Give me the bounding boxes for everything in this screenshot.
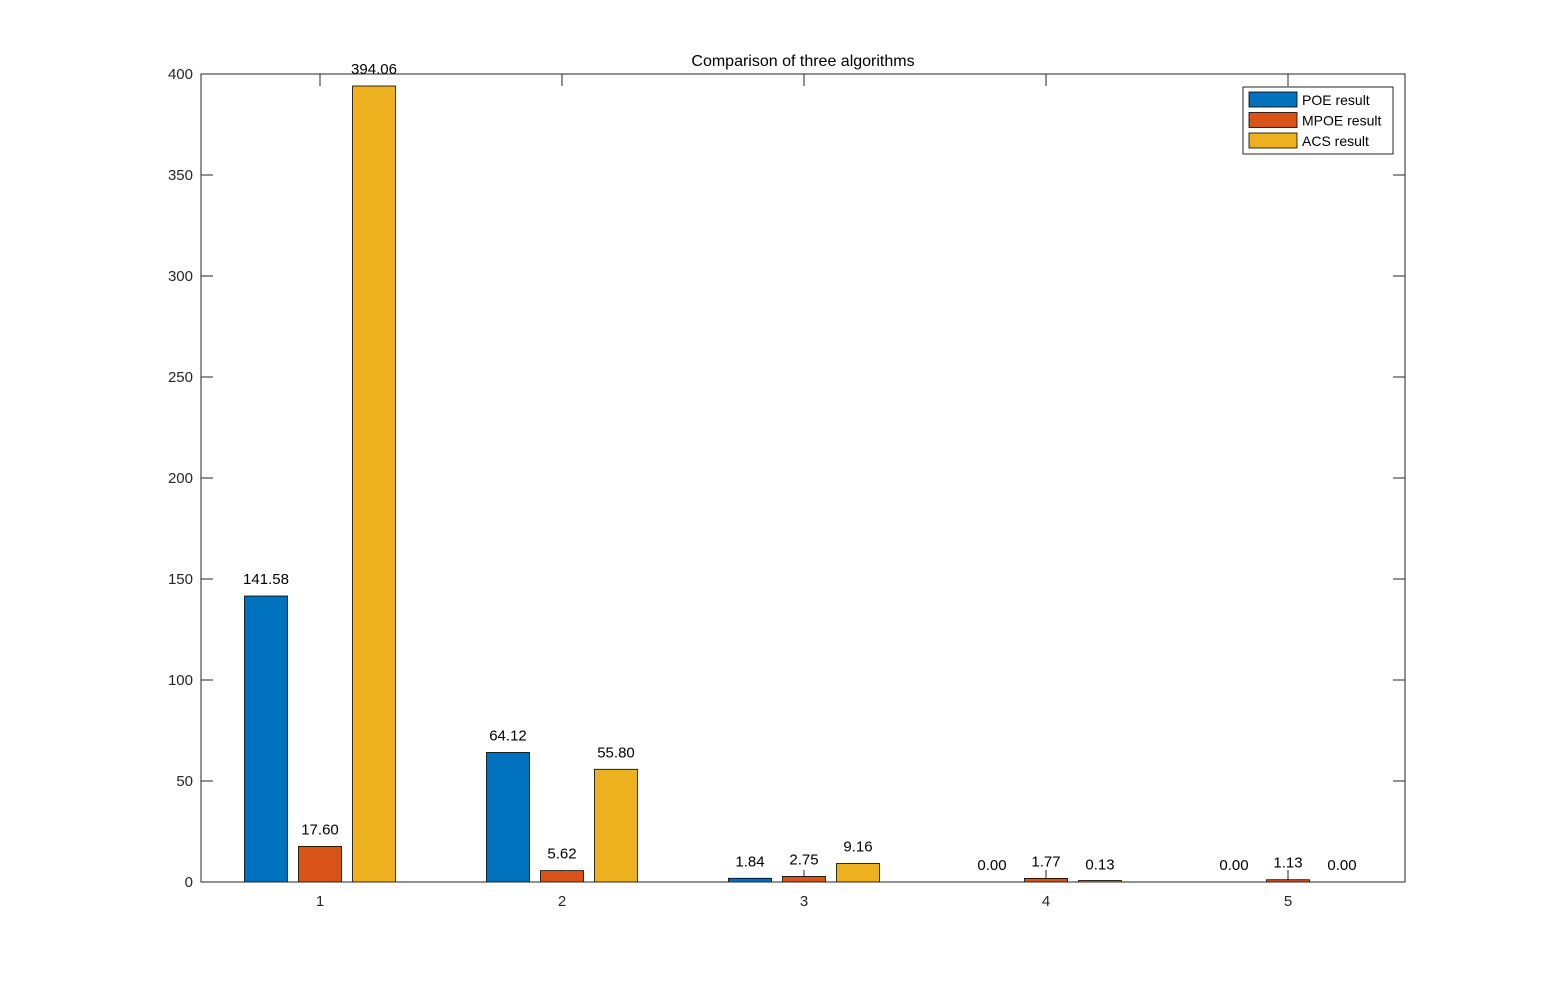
y-tick-label: 350 <box>168 167 193 184</box>
legend-swatch <box>1248 91 1298 108</box>
y-tick-label: 50 <box>176 773 193 790</box>
bar-acs-result-1 <box>352 85 396 883</box>
data-label: 0.00 <box>1219 857 1248 874</box>
plot-area <box>201 74 1405 882</box>
x-tick-label: 1 <box>316 893 324 910</box>
y-tick-label: 100 <box>168 672 193 689</box>
data-label: 1.84 <box>735 853 764 870</box>
bar-mpoe-result-3 <box>782 876 826 883</box>
bar-mpoe-result-2 <box>540 870 584 883</box>
y-tick-label: 300 <box>168 268 193 285</box>
bar-poe-result-2 <box>486 752 530 883</box>
data-label: 0.00 <box>977 857 1006 874</box>
data-label: 1.13 <box>1273 855 1302 872</box>
data-label: 0.00 <box>1327 857 1356 874</box>
y-tick-label: 250 <box>168 369 193 386</box>
bar-poe-result-1 <box>244 595 288 883</box>
data-label: 0.13 <box>1085 857 1114 874</box>
bars <box>244 85 1310 883</box>
legend-label: POE result <box>1302 92 1370 108</box>
chart-title: Comparison of three algorithms <box>691 53 914 70</box>
x-tick-label: 5 <box>1284 893 1292 910</box>
data-label: 141.58 <box>243 571 289 588</box>
data-label: 1.77 <box>1031 853 1060 870</box>
bar-acs-result-2 <box>594 768 638 883</box>
bar-poe-result-3 <box>728 877 772 883</box>
data-label: 17.60 <box>301 821 339 838</box>
legend-swatch <box>1248 112 1298 128</box>
bar-acs-result-3 <box>836 863 880 883</box>
data-label: 5.62 <box>547 846 576 863</box>
data-label: 55.80 <box>597 744 635 761</box>
x-tick-label: 4 <box>1042 893 1050 910</box>
data-label: 2.75 <box>789 851 818 868</box>
y-tick-label: 200 <box>168 470 193 487</box>
y-tick-label: 400 <box>168 66 193 83</box>
x-tick-label: 2 <box>558 893 566 910</box>
y-tick-label: 0 <box>185 874 193 891</box>
legend: POE result MPOE result ACS result <box>1242 86 1394 155</box>
legend-label: MPOE result <box>1302 113 1381 129</box>
plot-frame <box>200 73 1406 883</box>
bar-mpoe-result-4 <box>1024 878 1068 883</box>
y-tick-label: 150 <box>168 571 193 588</box>
legend-label: ACS result <box>1302 133 1369 149</box>
axis-ticks: 0 50 100 150 200 250 300 350 400 1 2 3 4 5 <box>168 66 1405 910</box>
x-tick-label: 3 <box>800 893 808 910</box>
data-label: 64.12 <box>489 727 527 744</box>
data-labels: 141.58 64.12 1.84 0.00 0.00 17.60 5.62 2.75 1.77… <box>243 61 1357 874</box>
data-label: 9.16 <box>843 838 872 855</box>
bar-mpoe-result-1 <box>298 846 342 883</box>
data-label: 394.06 <box>351 61 397 78</box>
legend-swatch <box>1248 132 1298 149</box>
